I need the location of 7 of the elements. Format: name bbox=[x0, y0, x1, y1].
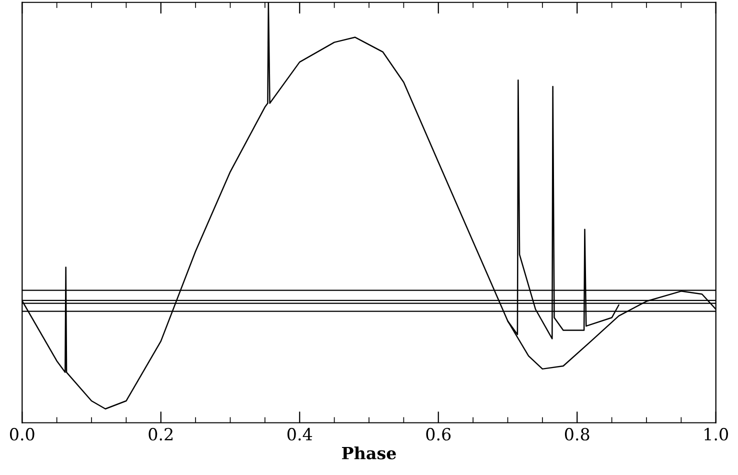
x-tick-label: 0.0 bbox=[10, 428, 34, 441]
x-tick-label: 0.2 bbox=[148, 428, 172, 441]
x-tick-label: 1.0 bbox=[704, 428, 728, 441]
x-tick-label: 0.8 bbox=[564, 428, 590, 441]
x-axis-title: Phase bbox=[342, 446, 396, 460]
x-tick-label: 0.4 bbox=[287, 428, 312, 441]
x-tick-label: 0.6 bbox=[426, 428, 451, 441]
